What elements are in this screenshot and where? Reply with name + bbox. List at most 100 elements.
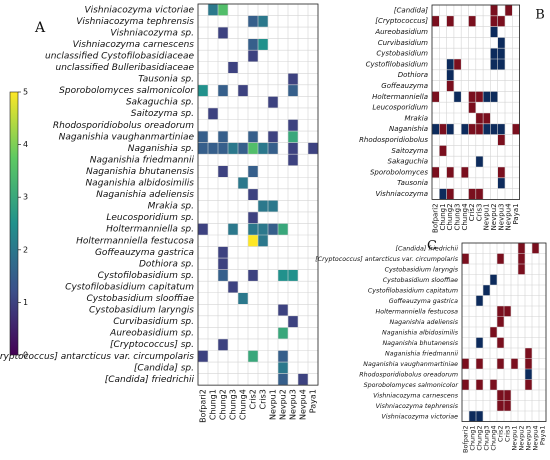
cell: [490, 379, 497, 390]
cell: [248, 50, 258, 62]
cell: [248, 38, 258, 51]
cell: [218, 246, 228, 259]
row-label: Cystofilobasidium capitatum: [65, 282, 194, 292]
cell: [218, 258, 228, 270]
cell: [208, 142, 218, 155]
cell: [446, 59, 454, 70]
cell: [432, 15, 440, 27]
cell: [453, 59, 462, 70]
column-label: Bofpari2: [462, 426, 470, 453]
cell: [490, 48, 498, 59]
column-label: Nevpu3: [497, 203, 505, 230]
row-label: Vishniacozyma tephrensis: [76, 17, 194, 27]
cell: [248, 131, 258, 143]
row-label: Naganishia: [389, 125, 428, 133]
cell: [248, 235, 258, 247]
row-label: Vishniacozyma sp.: [110, 28, 194, 38]
frame: [431, 4, 520, 200]
cell: [278, 304, 288, 316]
cell: [278, 362, 288, 374]
row-label: Vishniacozyma victoriae: [381, 412, 458, 420]
cell: [432, 167, 440, 178]
cell: [483, 113, 491, 124]
row-label: [Candida] sp.: [134, 363, 194, 373]
cell: [497, 177, 505, 189]
row-label: Naganishia adeliensis: [390, 319, 459, 326]
cell: [490, 123, 498, 135]
cell: [288, 84, 298, 97]
row-label: Tausonia sp.: [138, 75, 194, 85]
row-label: Naganishia friedmannii: [385, 350, 458, 357]
cell: [446, 15, 454, 27]
column-label: Chung2: [446, 203, 454, 230]
cell: [525, 369, 532, 380]
cell: [278, 269, 288, 282]
cell: [490, 59, 498, 70]
cell: [490, 91, 498, 103]
cell: [439, 188, 447, 200]
cell: [218, 131, 228, 143]
colorbar-tick-label: 1: [23, 298, 28, 307]
colorbar-tick-label: 2: [23, 245, 28, 254]
cell: [497, 48, 505, 59]
cell: [278, 350, 288, 363]
cell: [497, 59, 505, 70]
cell: [432, 123, 440, 135]
cell: [475, 188, 484, 200]
cell: [497, 400, 504, 411]
cell: [238, 84, 248, 97]
cell: [198, 131, 208, 143]
cell: [258, 142, 268, 155]
row-label: Naganishia albidosimilis: [85, 179, 194, 189]
cell: [446, 167, 454, 178]
column-label: Chung1: [439, 203, 447, 230]
row-label: [Cryptococcus] antarcticus var. circumpo…: [0, 352, 194, 362]
column-label: Chung4: [461, 203, 469, 231]
column-label: Cris3: [504, 426, 512, 443]
cell: [483, 123, 491, 135]
cell: [504, 400, 511, 411]
cell: [198, 223, 208, 235]
cell: [476, 379, 483, 390]
cell: [525, 348, 532, 359]
cell: [518, 264, 525, 275]
row-label: Cystobasidium laryngis: [385, 265, 459, 273]
row-label: Holtermanniella sp.: [106, 225, 194, 235]
cell: [490, 274, 497, 285]
cell: [288, 119, 298, 132]
colorbar-tick-label: 5: [23, 88, 28, 97]
row-label: Cystobasidium slooffiae: [383, 276, 458, 284]
row-label: Mrakia: [405, 114, 429, 122]
cell: [198, 84, 208, 97]
column-label: Cris2: [468, 203, 476, 221]
cell: [268, 96, 278, 108]
cell: [258, 200, 268, 212]
cell: [512, 123, 520, 135]
row-label: Rhodosporidiobolus oreadorum: [53, 121, 194, 131]
row-label: Aureobasidium sp.: [109, 329, 194, 339]
cell: [198, 142, 208, 155]
cell: [497, 167, 505, 178]
cell: [462, 379, 469, 390]
cell: [248, 211, 258, 224]
cell: [248, 223, 258, 235]
cell: [476, 295, 483, 306]
column-label: Chung4: [490, 426, 498, 451]
column-label: Nevpu2: [490, 203, 498, 230]
cell: [432, 91, 440, 103]
row-label: Sakaguchia: [388, 158, 428, 166]
row-label: Naganishia vaughanmartiniae: [59, 132, 195, 142]
colorbar-tick-label: 3: [23, 193, 28, 202]
cell: [248, 15, 258, 28]
cell: [475, 113, 484, 124]
row-label: Cystobasidium slooffiae: [86, 294, 194, 304]
row-label: [Cryptococcus] antarcticus var. circumpo…: [315, 255, 458, 263]
column-label: Nevpu4: [532, 426, 540, 451]
cell: [298, 373, 308, 386]
cell: [468, 15, 476, 27]
cell: [218, 142, 228, 155]
cell: [504, 306, 511, 317]
column-label: Paya1: [512, 203, 520, 224]
cell: [497, 253, 504, 264]
column-label: Cris3: [475, 203, 483, 221]
